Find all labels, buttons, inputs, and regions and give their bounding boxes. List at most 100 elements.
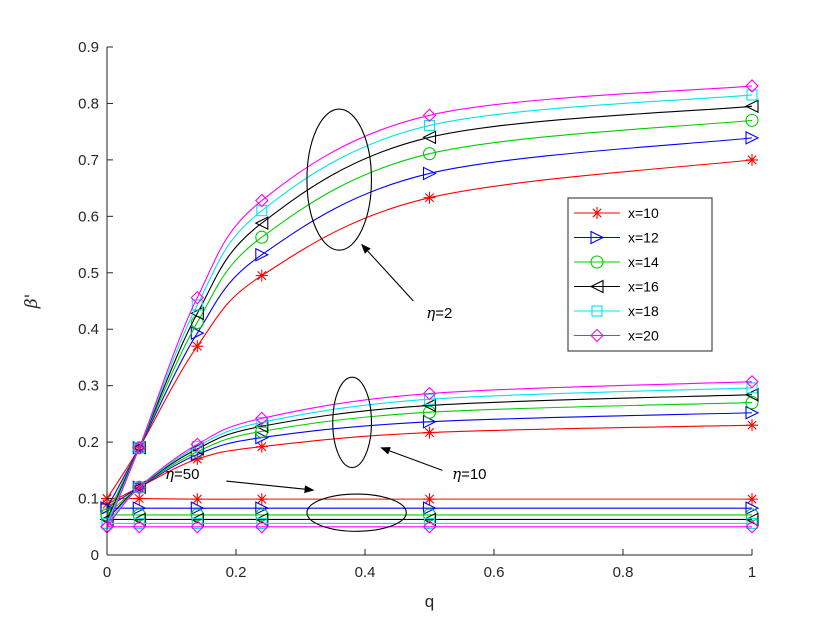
y-tick-label: 0.8 [78,95,99,112]
eta-value: =2 [435,305,452,322]
point-x-20-eta10-5 [745,374,759,389]
legend-label: x=18 [628,303,659,319]
point-x-20-eta2-3 [255,193,269,208]
legend-label: x=10 [628,205,659,221]
point-x-12-eta10-4 [422,414,437,429]
point-x-20-eta10-1 [132,480,147,495]
legend-item-x-12: x=12 [574,230,659,246]
point-x-18-eta10-1 [133,481,145,493]
point-x-20-eta50-1 [132,520,147,534]
x-axis-label: q [425,592,434,611]
point-x-10-eta10-5 [746,419,758,432]
point-x-18-eta50-5 [746,517,758,529]
point-x-18-eta2-4 [423,119,436,132]
y-tick-label: 0.3 [78,378,99,395]
point-x-20-eta10-3 [255,411,269,426]
annotation-arrow [361,243,414,302]
annotation-ellipse [332,376,373,469]
x-tick-label: 0.4 [355,564,376,581]
annotation-eta10: η=10 [332,376,487,483]
point-x-18-eta50-1 [133,517,145,529]
point-x-12-eta2-3 [255,247,270,262]
eta-symbol: η [165,465,174,483]
x-tick-label: 0 [103,564,111,581]
point-x-12-eta50-5 [745,501,760,516]
point-x-14-eta10-4 [422,405,437,419]
eta-symbol: η [426,304,435,322]
legend-item-x-16: x=16 [574,279,659,295]
legend-label: x=16 [628,279,659,295]
point-x-12-eta50-3 [255,501,270,516]
annotation-label: η=50 [165,465,199,483]
point-x-12-eta2-5 [745,130,760,145]
legend-marker [590,255,604,269]
axes: 0 0.2 0.4 0.6 0.8 1 0 0.1 0.2 0.3 0.4 0.5 0.6 0.7 0.8 0… [22,39,756,611]
legend-marker [591,305,603,317]
point-x-18-eta10-4 [423,393,436,405]
line-x-20-eta2 [106,85,753,527]
y-tick-label: 0 [91,547,99,564]
annotation-ellipse [306,493,407,532]
point-x-20-eta50-5 [745,520,759,534]
series-x-20 [100,79,759,534]
point-x-16-eta10-5 [744,387,759,402]
point-x-20-eta50-4 [422,520,437,534]
point-x-20-eta50-2 [190,520,205,534]
point-x-12-eta2-4 [422,166,437,181]
point-x-18-eta10-5 [746,382,758,394]
annotation-arrow [226,480,315,494]
point-x-18-eta50-2 [191,517,203,529]
point-x-12-eta50-1 [132,501,147,516]
annotation-eta50: η=50 [165,465,407,532]
y-tick-label: 0.1 [78,491,99,508]
point-x-10-eta10-2 [191,453,204,466]
point-x-12-eta10-3 [255,430,270,445]
legend-label: x=14 [628,254,659,270]
legend-box [567,197,713,352]
legend-marker [591,207,603,219]
annotation-eta2: η=2 [306,108,452,322]
point-x-10-eta10-4 [423,426,436,439]
y-tick-label: 0.2 [78,434,99,451]
point-x-10-eta10-3 [255,440,268,453]
point-x-16-eta2-4 [422,130,437,145]
legend-marker [590,328,604,343]
eta-value: =10 [461,466,486,483]
y-tick-label: 0.6 [78,208,99,225]
eta-value: =50 [174,466,199,483]
point-x-14-eta2-4 [422,147,437,161]
y-tick-label: 0.7 [78,152,99,169]
point-x-16-eta50-1 [132,512,146,527]
x-tick-label: 0.8 [613,564,634,581]
point-x-18-eta2-3 [256,205,268,217]
y-axis-label: β' [22,294,42,310]
legend-item-x-20: x=20 [574,328,659,344]
eta-symbol: η [452,465,461,483]
y-tick-label: 0.5 [78,265,99,282]
point-x-10-eta50-1 [133,492,146,505]
point-x-20-eta2-2 [190,290,205,305]
point-x-20-eta2-4 [422,108,437,123]
line-x-20-eta10 [106,381,753,528]
legend-item-x-18: x=18 [574,303,659,319]
point-x-14-eta10-5 [745,396,759,410]
point-x-20-eta50-3 [255,520,269,534]
point-x-20-eta2-5 [745,79,759,93]
point-x-18-eta2-2 [191,299,203,311]
point-x-10-eta50-2 [191,493,204,506]
legend-marker [590,230,605,245]
point-x-20-eta10-2 [190,437,205,452]
point-x-16-eta10-3 [254,419,269,434]
legend-label: x=20 [628,328,659,344]
point-x-18-eta2-5 [746,89,758,101]
point-x-10-eta50-5 [746,493,758,506]
legend-item-x-10: x=10 [574,205,659,221]
point-x-10-eta50-3 [255,493,268,506]
point-x-18-eta50-4 [423,517,436,529]
point-x-18-eta50-3 [256,517,268,529]
point-x-16-eta10-4 [422,398,437,413]
point-x-12-eta10-5 [745,405,760,420]
point-x-20-eta10-4 [422,386,437,401]
legend: x=10 x=12 x=14 x=16 x=18 x=20 [567,197,713,352]
annotation-label: η=10 [452,465,486,483]
